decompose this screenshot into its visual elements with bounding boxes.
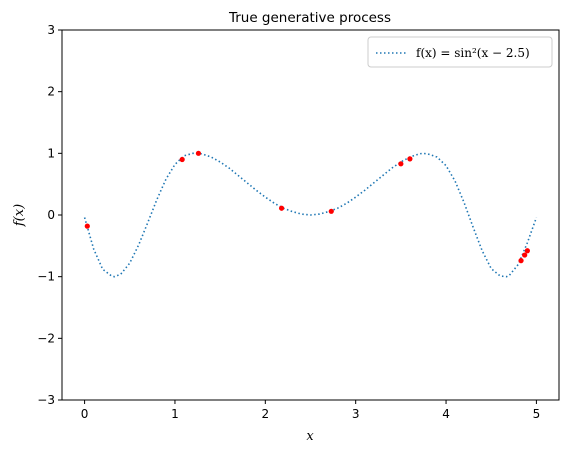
y-tick-label: −3 [37,393,55,407]
sample-point [84,223,90,229]
series-layer [83,150,538,278]
sample-point [278,205,285,211]
sample-point [407,156,413,162]
y-tick-label: 1 [47,146,55,160]
ticks-layer: 0 1 2 3 4 5 −3 −2 −1 0 1 2 3 [37,23,540,421]
sample-point [179,156,185,163]
x-tick-label: 5 [533,407,541,421]
y-axis-label: f(x) [12,204,27,227]
legend-box [367,36,553,68]
sample-point [398,161,404,167]
x-tick-label: 2 [261,407,269,421]
y-tick-label: 0 [47,208,55,222]
x-tick-label: 3 [352,407,360,421]
sample-point [195,150,202,156]
sample-point [522,252,528,258]
sample-point [518,258,524,264]
x-tick-label: 1 [171,407,179,421]
y-tick-label: 2 [47,85,55,99]
legend-entry: f(x) = sin²(x − 2.5) [416,46,530,60]
sample-point [328,208,334,214]
y-tick-label: −2 [37,331,55,345]
y-tick-label: 3 [47,23,55,37]
x-axis-label: x [306,429,314,444]
sample-point [524,248,530,254]
chart-title: True generative process [228,10,391,26]
y-tick-label: −1 [37,270,55,284]
true-function-line [83,152,538,278]
x-tick-label: 4 [442,407,450,421]
legend: f(x) = sin²(x − 2.5) [367,36,553,68]
plot-frame [61,29,560,401]
x-tick-label: 0 [81,407,89,421]
